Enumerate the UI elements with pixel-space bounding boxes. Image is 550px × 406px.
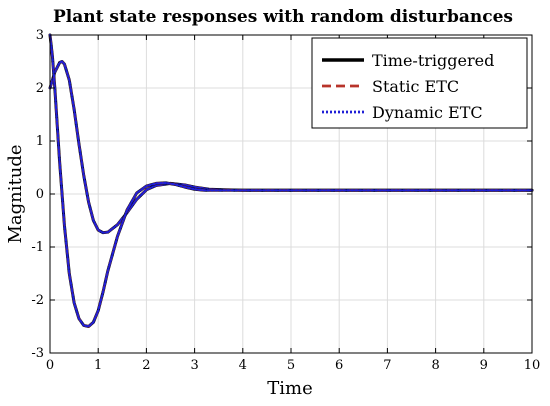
legend-label: Static ETC xyxy=(372,77,459,96)
legend-label: Time-triggered xyxy=(372,51,494,70)
y-tick-label: 1 xyxy=(36,134,44,149)
y-tick-label: -1 xyxy=(31,240,44,255)
y-tick-label: -2 xyxy=(31,293,44,308)
x-tick-label: 1 xyxy=(94,358,102,373)
x-tick-label: 2 xyxy=(142,358,150,373)
plot-lines xyxy=(48,33,534,328)
y-axis-label: Magnitude xyxy=(5,144,26,243)
chart-title: Plant state responses with random distur… xyxy=(53,7,513,27)
legend: Time-triggered Static ETC Dynamic ETC xyxy=(311,37,528,129)
y-tick-label: 0 xyxy=(36,187,44,202)
x-tick-label: 4 xyxy=(239,358,247,373)
y-tick-label: -3 xyxy=(31,346,44,361)
x-tick-label: 7 xyxy=(383,358,391,373)
legend-label: Dynamic ETC xyxy=(372,103,483,122)
x-tick-label: 5 xyxy=(287,358,295,373)
x-tick-label: 9 xyxy=(480,358,488,373)
x-tick-label: 8 xyxy=(431,358,439,373)
y-tick-label: 3 xyxy=(36,28,44,43)
x-tick-label: 0 xyxy=(46,358,54,373)
x-tick-label: 3 xyxy=(190,358,198,373)
axis-ticks: 0 1 2 3 4 5 6 7 8 9 10 -3 -2 -1 0 1 2 3 xyxy=(31,28,540,373)
series-line-dynamic-etc-x2 xyxy=(48,33,534,328)
x-tick-label: 10 xyxy=(524,358,541,373)
x-tick-label: 6 xyxy=(335,358,343,373)
x-axis-label: Time xyxy=(267,378,312,399)
y-tick-label: 2 xyxy=(36,81,44,96)
